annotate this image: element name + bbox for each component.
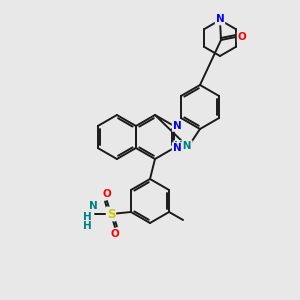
Text: H: H — [82, 221, 91, 231]
Text: O: O — [238, 32, 246, 42]
Text: HN: HN — [174, 141, 192, 151]
Text: O: O — [103, 189, 111, 199]
Text: H: H — [82, 212, 91, 222]
Text: N: N — [216, 14, 224, 25]
Text: S: S — [107, 208, 115, 220]
Text: N: N — [173, 143, 182, 153]
Text: O: O — [111, 229, 119, 239]
Text: N: N — [173, 121, 182, 131]
Text: N: N — [88, 201, 97, 211]
